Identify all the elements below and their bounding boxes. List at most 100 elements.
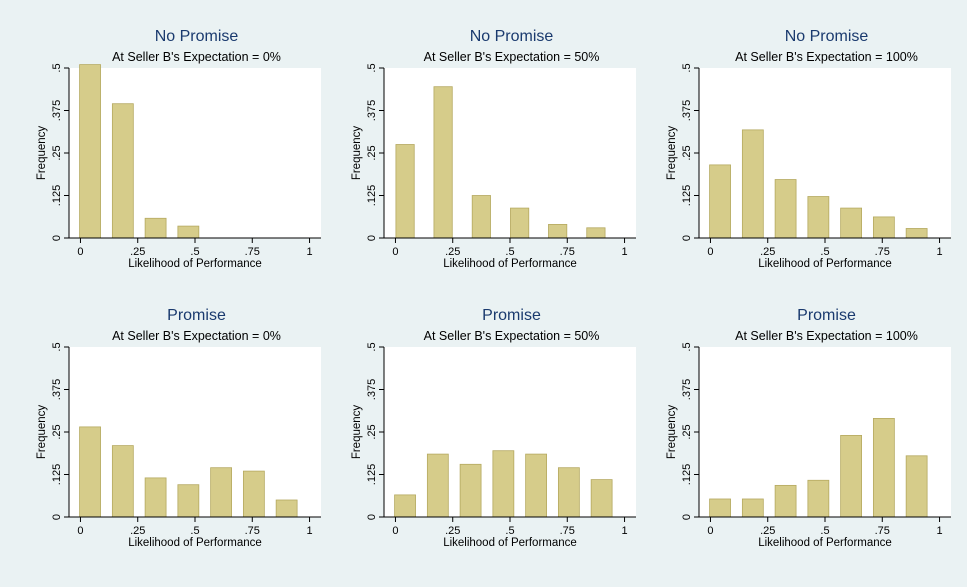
- y-tick-label: 0: [51, 235, 63, 241]
- histogram-bar: [275, 499, 298, 518]
- histogram-svg: 0 .125 .25 .375 .5 Frequency 0 .25 .5 .75 1 Likelih…: [351, 63, 636, 270]
- y-tick-label: .125: [366, 464, 378, 485]
- panel-promise-50: Promise At Seller B's Expectation = 50% …: [351, 307, 669, 587]
- y-tick-label: .375: [366, 100, 378, 121]
- panel-no-promise-100: No Promise At Seller B's Expectation = 1…: [666, 28, 967, 308]
- x-tick-label: 1: [936, 525, 942, 537]
- x-tick-label: 0: [707, 246, 713, 258]
- panel-subtitle: At Seller B's Expectation = 0%: [112, 329, 281, 343]
- x-tick-label: 1: [306, 525, 312, 537]
- y-axis-label: Frequency: [36, 405, 48, 460]
- histogram-bar: [872, 216, 895, 239]
- y-tick-label: .375: [51, 100, 63, 121]
- y-axis-label: Frequency: [666, 405, 678, 460]
- y-axis-label: Frequency: [36, 126, 48, 181]
- x-tick-label: .75: [875, 246, 890, 258]
- y-tick-label: .125: [51, 464, 63, 485]
- histogram-bar: [905, 455, 928, 518]
- x-tick-label: 1: [621, 525, 627, 537]
- y-axis-label: Frequency: [351, 126, 363, 181]
- histogram-bar: [426, 453, 449, 518]
- histogram-bar: [79, 426, 101, 518]
- histogram-bar: [709, 164, 731, 239]
- x-axis-label: Likelihood of Performance: [758, 537, 892, 549]
- y-tick-label: .375: [681, 379, 693, 400]
- y-tick-label: .125: [681, 464, 693, 485]
- panel-no-promise-50: No Promise At Seller B's Expectation = 5…: [351, 28, 669, 308]
- y-tick-label: .25: [51, 145, 63, 160]
- histogram-bar: [525, 453, 547, 518]
- x-tick-label: .25: [445, 525, 460, 537]
- histogram-bar: [459, 463, 482, 518]
- x-tick-label: .5: [190, 246, 199, 258]
- histogram-svg: 0 .125 .25 .375 .5 Frequency 0 .25 .5 .75 1 Likelih…: [36, 342, 321, 549]
- histogram-bar: [510, 207, 530, 239]
- histogram-bar: [840, 434, 862, 518]
- histogram-bar: [433, 86, 453, 239]
- histogram-bar: [177, 225, 200, 239]
- histogram-bar: [177, 484, 200, 518]
- y-axis-label: Frequency: [351, 405, 363, 460]
- histogram-bar: [741, 498, 764, 518]
- y-tick-label: 0: [366, 235, 378, 241]
- histogram-bar: [905, 228, 928, 239]
- x-tick-label: .75: [245, 246, 260, 258]
- y-tick-label: .5: [681, 63, 693, 72]
- x-tick-label: .75: [560, 525, 575, 537]
- y-tick-label: .5: [681, 342, 693, 351]
- x-tick-label: .5: [190, 525, 199, 537]
- histogram-svg: 0 .125 .25 .375 .5 Frequency 0 .25 .5 .75 1 Likelih…: [351, 342, 636, 549]
- x-axis-label: Likelihood of Performance: [128, 258, 262, 270]
- panel-subtitle: At Seller B's Expectation = 50%: [423, 50, 600, 64]
- y-axis-label: Frequency: [666, 126, 678, 181]
- x-axis-label: Likelihood of Performance: [443, 258, 577, 270]
- x-tick-label: .5: [820, 525, 829, 537]
- y-tick-label: .5: [366, 63, 378, 72]
- y-tick-label: .375: [681, 100, 693, 121]
- histogram-bar: [590, 479, 613, 518]
- histogram-bar: [210, 467, 232, 518]
- x-tick-label: .5: [820, 246, 829, 258]
- histogram-bar: [492, 450, 515, 518]
- y-tick-label: .25: [366, 145, 378, 160]
- histogram-svg: 0 .125 .25 .375 .5 Frequency 0 .25 .5 .75 1 Likelih…: [36, 63, 321, 270]
- x-tick-label: 1: [621, 246, 627, 258]
- histogram-bar: [548, 223, 568, 239]
- x-tick-label: .75: [245, 525, 260, 537]
- y-tick-label: 0: [681, 514, 693, 520]
- x-tick-label: .75: [560, 246, 575, 258]
- x-tick-label: 0: [77, 246, 83, 258]
- histogram-bar: [557, 467, 580, 518]
- y-tick-label: 0: [681, 235, 693, 241]
- histogram-svg: 0 .125 .25 .375 .5 Frequency 0 .25 .5 .75 1 Likelih…: [666, 342, 951, 549]
- y-tick-label: .25: [681, 145, 693, 160]
- x-tick-label: 0: [392, 525, 398, 537]
- histogram-bar: [807, 196, 830, 239]
- x-tick-label: .75: [875, 525, 890, 537]
- panel-title: No Promise: [784, 28, 869, 45]
- y-tick-label: .5: [51, 63, 63, 72]
- panel-title: No Promise: [154, 28, 239, 45]
- x-tick-label: .25: [445, 246, 460, 258]
- panel-title: Promise: [167, 307, 226, 324]
- histogram-bar: [741, 129, 764, 239]
- x-axis-label: Likelihood of Performance: [758, 258, 892, 270]
- histogram-bar: [395, 144, 415, 239]
- histogram-bar: [586, 227, 606, 239]
- panel-subtitle: At Seller B's Expectation = 0%: [112, 50, 281, 64]
- x-tick-label: .25: [130, 246, 145, 258]
- panel-subtitle: At Seller B's Expectation = 100%: [735, 329, 918, 343]
- plot-area: [384, 68, 636, 238]
- histogram-bar: [144, 217, 167, 239]
- y-tick-label: .5: [366, 342, 378, 351]
- x-axis-label: Likelihood of Performance: [443, 537, 577, 549]
- panel-no-promise-0: No Promise At Seller B's Expectation = 0…: [36, 28, 354, 308]
- histogram-bar: [79, 64, 101, 239]
- y-tick-label: .25: [51, 424, 63, 439]
- histogram-bar: [111, 103, 134, 239]
- x-tick-label: 0: [77, 525, 83, 537]
- panel-promise-0: Promise At Seller B's Expectation = 0% 0…: [36, 307, 354, 587]
- x-tick-label: .5: [505, 525, 514, 537]
- histogram-bar: [111, 445, 134, 518]
